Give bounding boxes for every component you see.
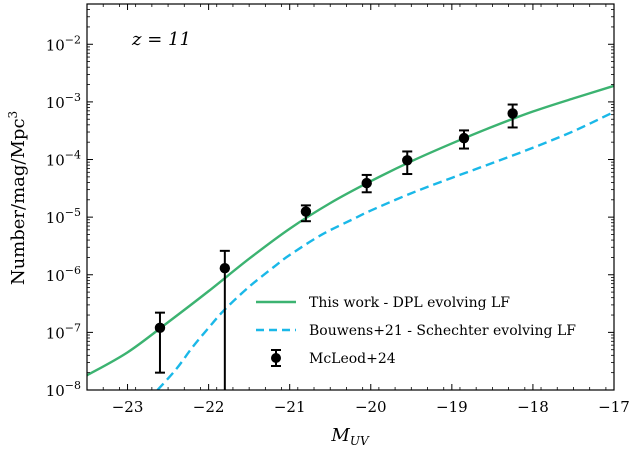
data-points-layer — [154, 103, 518, 390]
legend: This work - DPL evolving LF Bouwens+21 -… — [256, 295, 576, 367]
mcleod-data-point — [458, 132, 470, 144]
x-tick-label: −19 — [436, 398, 468, 416]
y-axis-label-sup: 3 — [6, 111, 20, 119]
dpl-curve — [87, 84, 614, 377]
x-axis-label-main: M — [330, 425, 350, 446]
redshift-annotation: z = 11 — [131, 29, 191, 50]
y-tick-label: 10−3 — [46, 91, 81, 112]
y-tick-label: 10−7 — [46, 321, 81, 342]
plot-frame — [86, 3, 615, 391]
legend-label-dpl: This work - DPL evolving LF — [309, 295, 510, 311]
legend-label-mcleod: McLeod+24 — [309, 351, 396, 367]
x-tick-label: −21 — [274, 398, 306, 416]
y-tick-label: 10−6 — [46, 264, 81, 285]
x-axis-ticks: −23 −22 −21 −20 −19 −18 −17 — [86, 4, 630, 416]
x-tick-label: −20 — [355, 398, 387, 416]
x-axis-label-sub: UV — [350, 434, 370, 448]
mcleod-data-point — [507, 108, 518, 119]
schechter-curve — [156, 110, 614, 390]
mcleod-data-point — [402, 155, 413, 166]
x-axis-label: MUV — [330, 425, 370, 448]
legend-swatch-mcleod-marker — [271, 353, 281, 363]
y-tick-label: 10−4 — [46, 149, 81, 170]
mcleod-data-point — [154, 322, 166, 334]
mcleod-data-point — [219, 262, 231, 274]
x-tick-label: −18 — [517, 398, 549, 416]
x-tick-label: −17 — [598, 398, 630, 416]
y-axis-ticks: 10−8 10−7 10−6 10−5 10−4 10−3 10−2 — [46, 9, 614, 400]
y-tick-label: 10−8 — [46, 379, 81, 400]
mcleod-data-point — [300, 206, 312, 217]
y-tick-label: 10−2 — [46, 33, 81, 54]
y-tick-label: 10−5 — [46, 206, 81, 227]
x-tick-label: −22 — [193, 398, 225, 416]
mcleod-data-point — [361, 177, 372, 189]
y-axis-label: Number/mag/Mpc3 — [6, 111, 29, 285]
legend-label-schechter: Bouwens+21 - Schechter evolving LF — [309, 323, 576, 339]
curves-layer — [87, 84, 614, 390]
x-tick-label: −23 — [112, 398, 144, 416]
y-axis-label-main: Number/mag/Mpc — [8, 118, 29, 285]
